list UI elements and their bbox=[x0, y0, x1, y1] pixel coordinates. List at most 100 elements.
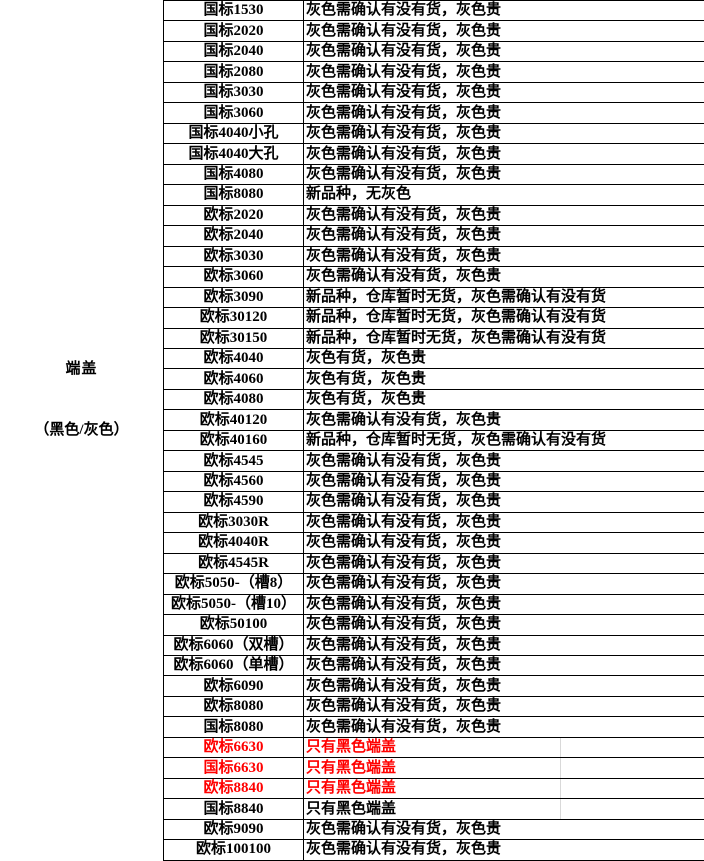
cell-model[interactable]: 国标2040 bbox=[164, 41, 304, 61]
table-row[interactable]: 欧标6060（单槽）灰色需确认有没有货，灰色贵 bbox=[164, 656, 704, 676]
cell-model[interactable]: 欧标9090 bbox=[164, 819, 304, 839]
cell-model[interactable]: 欧标2040 bbox=[164, 226, 304, 246]
cell-note[interactable]: 灰色需确认有没有货，灰色贵 bbox=[304, 82, 704, 102]
cell-note[interactable]: 灰色需确认有没有货，灰色贵 bbox=[304, 267, 704, 287]
cell-note[interactable]: 灰色需确认有没有货，灰色贵 bbox=[304, 205, 704, 225]
cell-note[interactable]: 灰色需确认有没有货，灰色贵 bbox=[304, 410, 704, 430]
cell-model[interactable]: 欧标4060 bbox=[164, 369, 304, 389]
cell-model[interactable]: 国标3030 bbox=[164, 82, 304, 102]
cell-note[interactable]: 新品种，仓库暂时无货，灰色需确认有没有货 bbox=[304, 430, 704, 450]
cell-note[interactable]: 新品种，仓库暂时无货，灰色需确认有没有货 bbox=[304, 328, 704, 348]
cell-model[interactable]: 欧标4080 bbox=[164, 389, 304, 409]
cell-note[interactable]: 灰色有货，灰色贵 bbox=[304, 348, 704, 368]
cell-model[interactable]: 欧标6090 bbox=[164, 676, 304, 696]
cell-model[interactable]: 欧标100100 bbox=[164, 840, 304, 860]
cell-model[interactable]: 国标4040大孔 bbox=[164, 144, 304, 164]
cell-model[interactable]: 欧标5050-（槽8） bbox=[164, 574, 304, 594]
cell-note[interactable]: 灰色需确认有没有货，灰色贵 bbox=[304, 246, 704, 266]
cell-model[interactable]: 欧标3090 bbox=[164, 287, 304, 307]
cell-model[interactable]: 欧标3060 bbox=[164, 267, 304, 287]
cell-note[interactable]: 灰色需确认有没有货，灰色贵 bbox=[304, 226, 704, 246]
cell-model[interactable]: 欧标30120 bbox=[164, 308, 304, 328]
cell-model[interactable]: 国标2080 bbox=[164, 62, 304, 82]
cell-note[interactable]: 只有黑色端盖 bbox=[304, 799, 704, 819]
cell-note[interactable]: 新品种，仓库暂时无货，灰色需确认有没有货 bbox=[304, 308, 704, 328]
table-row[interactable]: 欧标5050-（槽10）灰色需确认有没有货，灰色贵 bbox=[164, 594, 704, 614]
cell-note[interactable]: 灰色需确认有没有货，灰色贵 bbox=[304, 41, 704, 61]
cell-model[interactable]: 国标8080 bbox=[164, 185, 304, 205]
cell-note[interactable]: 灰色有货，灰色贵 bbox=[304, 369, 704, 389]
cell-model[interactable]: 欧标6630 bbox=[164, 737, 304, 757]
cell-note[interactable]: 灰色有货，灰色贵 bbox=[304, 389, 704, 409]
cell-model[interactable]: 国标2020 bbox=[164, 21, 304, 41]
cell-note[interactable]: 灰色需确认有没有货，灰色贵 bbox=[304, 594, 704, 614]
cell-model[interactable]: 欧标4040 bbox=[164, 348, 304, 368]
cell-model[interactable]: 欧标4590 bbox=[164, 492, 304, 512]
cell-note[interactable]: 灰色需确认有没有货，灰色贵 bbox=[304, 819, 704, 839]
cell-model[interactable]: 欧标4545R bbox=[164, 553, 304, 573]
cell-note[interactable]: 新品种，无灰色 bbox=[304, 185, 704, 205]
cell-note[interactable]: 灰色需确认有没有货，灰色贵 bbox=[304, 144, 704, 164]
cell-note[interactable]: 只有黑色端盖 bbox=[304, 758, 704, 778]
cell-model[interactable]: 欧标4545 bbox=[164, 451, 304, 471]
cell-model[interactable]: 欧标40120 bbox=[164, 410, 304, 430]
cell-model[interactable]: 国标6630 bbox=[164, 758, 304, 778]
category-label-cell[interactable]: 端盖 （黑色/灰色） bbox=[0, 0, 163, 799]
cell-model[interactable]: 欧标8840 bbox=[164, 778, 304, 798]
cell-note[interactable]: 灰色需确认有没有货，灰色贵 bbox=[304, 717, 704, 737]
cell-model[interactable]: 国标8080 bbox=[164, 717, 304, 737]
table-row[interactable]: 国标4040小孔灰色需确认有没有货，灰色贵 bbox=[164, 123, 704, 143]
cell-note[interactable]: 灰色需确认有没有货，灰色贵 bbox=[304, 62, 704, 82]
cell-note[interactable]: 灰色需确认有没有货，灰色贵 bbox=[304, 696, 704, 716]
cell-model[interactable]: 欧标50100 bbox=[164, 615, 304, 635]
cell-model[interactable]: 欧标8080 bbox=[164, 696, 304, 716]
cell-note[interactable]: 灰色需确认有没有货，灰色贵 bbox=[304, 574, 704, 594]
cell-model[interactable]: 国标1530 bbox=[164, 1, 304, 21]
cell-model[interactable]: 欧标4560 bbox=[164, 471, 304, 491]
cell-model[interactable]: 欧标3030 bbox=[164, 246, 304, 266]
cell-note[interactable]: 灰色需确认有没有货，灰色贵 bbox=[304, 635, 704, 655]
cell-note[interactable]: 灰色需确认有没有货，灰色贵 bbox=[304, 164, 704, 184]
table-row[interactable]: 欧标6060（双槽）灰色需确认有没有货，灰色贵 bbox=[164, 635, 704, 655]
cell-model[interactable]: 欧标5050-（槽10） bbox=[164, 594, 304, 614]
cell-model[interactable]: 欧标2020 bbox=[164, 205, 304, 225]
cell-note[interactable]: 只有黑色端盖 bbox=[304, 778, 704, 798]
cell-model[interactable]: 欧标4040R bbox=[164, 533, 304, 553]
cell-note[interactable]: 新品种，仓库暂时无货，灰色需确认有没有货 bbox=[304, 287, 704, 307]
cell-note[interactable]: 灰色需确认有没有货，灰色贵 bbox=[304, 533, 704, 553]
cell-model[interactable]: 国标8840 bbox=[164, 799, 304, 819]
cell-model[interactable]: 欧标3030R bbox=[164, 512, 304, 532]
cell-note[interactable]: 灰色需确认有没有货，灰色贵 bbox=[304, 103, 704, 123]
cell-model[interactable]: 国标4040小孔 bbox=[164, 123, 304, 143]
cell-model[interactable]: 欧标40160 bbox=[164, 430, 304, 450]
